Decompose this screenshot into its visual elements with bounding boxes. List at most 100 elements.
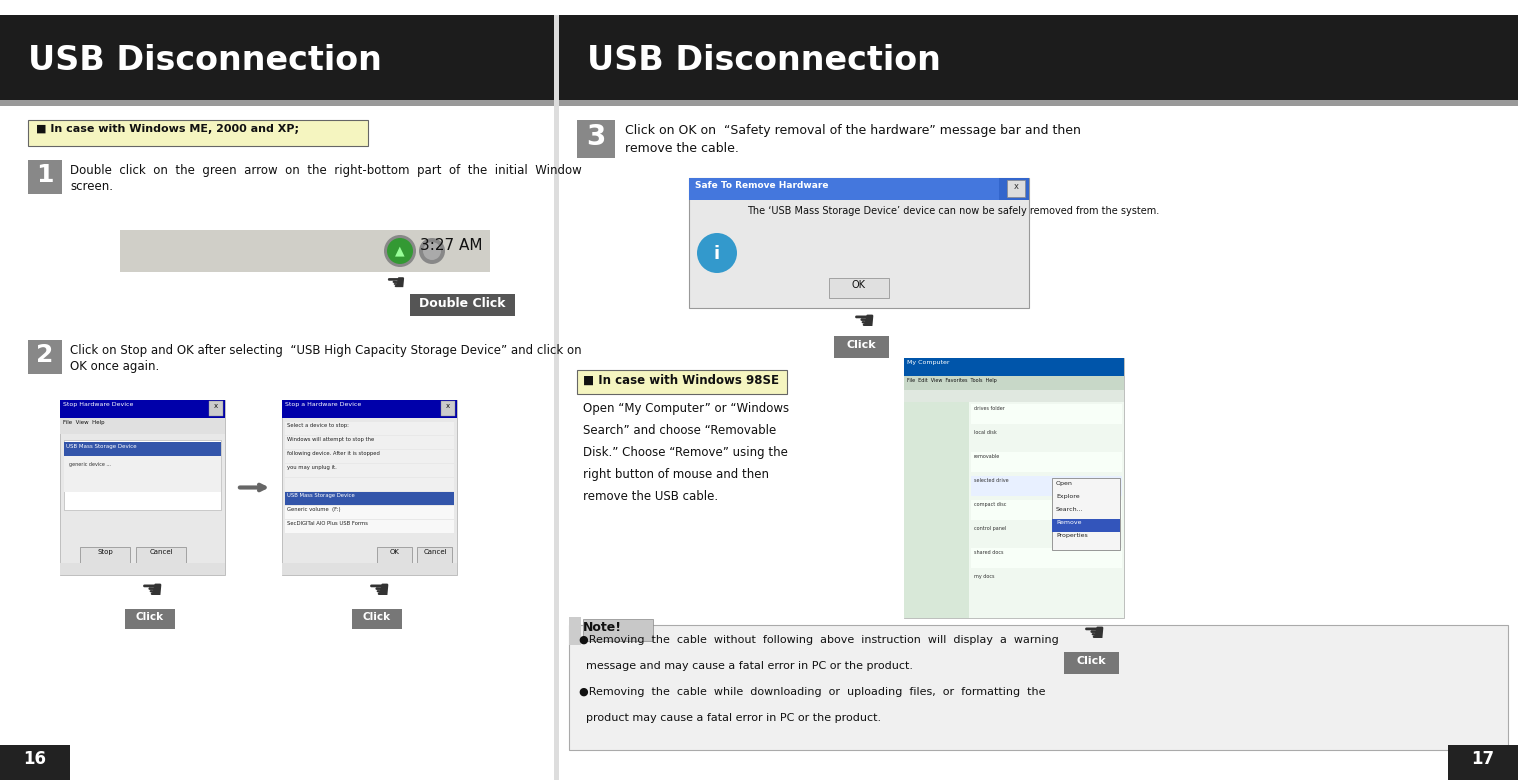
Bar	[285, 492, 454, 505]
Text: 16: 16	[23, 750, 47, 768]
Text: following device. After it is stopped: following device. After it is stopped	[287, 451, 380, 456]
Bar	[829, 278, 890, 298]
Text: 2: 2	[36, 343, 53, 367]
Text: i: i	[713, 245, 720, 263]
Text: product may cause a fatal error in PC or the product.: product may cause a fatal error in PC or…	[578, 713, 880, 723]
Text: generic device ...: generic device ...	[65, 462, 111, 467]
Text: ▲: ▲	[395, 244, 405, 257]
Text: Double Click: Double Click	[419, 297, 505, 310]
Bar	[282, 400, 457, 575]
Bar	[285, 464, 454, 477]
Text: Double  click  on  the  green  arrow  on  the  right-bottom  part  of  the  init: Double click on the green arrow on the r…	[70, 164, 581, 177]
Text: x: x	[214, 403, 219, 409]
Text: x: x	[1014, 182, 1019, 191]
Text: ●Removing  the  cable  while  downloading  or  uploading  files,  or  formatting: ●Removing the cable while downloading or…	[578, 687, 1046, 697]
Bar	[972, 428, 1122, 448]
Text: Disk.” Choose “Remove” using the: Disk.” Choose “Remove” using the	[583, 446, 788, 459]
Text: removable: removable	[975, 454, 1000, 459]
Text: File  Edit  View  Favorites  Tools  Help: File Edit View Favorites Tools Help	[906, 378, 997, 383]
Bar	[583, 619, 653, 641]
Text: Stop: Stop	[97, 549, 112, 555]
Text: ●Removing  the  cable  without  following  above  instruction  will  display  a : ●Removing the cable without following ab…	[578, 635, 1058, 645]
Text: remove the USB cable.: remove the USB cable.	[583, 490, 718, 503]
Bar	[61, 563, 225, 575]
Bar	[285, 520, 454, 533]
Text: File  View  Help: File View Help	[64, 420, 105, 425]
Text: Click: Click	[846, 340, 876, 350]
Bar	[285, 436, 454, 449]
Bar	[352, 609, 401, 629]
Text: USB Disconnection: USB Disconnection	[587, 44, 941, 76]
Text: Open: Open	[1057, 481, 1073, 486]
Text: ☚: ☚	[853, 310, 876, 334]
Bar	[27, 340, 62, 374]
Bar	[64, 456, 222, 468]
Bar	[124, 609, 175, 629]
Text: Open “My Computer” or “Windows: Open “My Computer” or “Windows	[583, 402, 789, 415]
Text: my docs: my docs	[975, 574, 994, 579]
Text: OK: OK	[852, 280, 865, 290]
Text: The ‘USB Mass Storage Device’ device can now be safely removed from the system.: The ‘USB Mass Storage Device’ device can…	[747, 206, 1160, 216]
Text: OK: OK	[390, 549, 399, 555]
Bar	[577, 370, 786, 394]
Bar	[61, 418, 225, 434]
Bar	[285, 492, 454, 505]
Text: ■ In case with Windows ME, 2000 and XP;: ■ In case with Windows ME, 2000 and XP;	[36, 124, 299, 134]
Bar	[285, 450, 454, 463]
Bar	[64, 480, 222, 492]
Text: Generic volume  (F:): Generic volume (F:)	[287, 507, 340, 512]
Bar	[417, 547, 452, 565]
Text: SecDIGITal AIO Plus USB Forms: SecDIGITal AIO Plus USB Forms	[287, 521, 367, 526]
Bar	[61, 400, 225, 418]
Text: Click: Click	[1076, 656, 1105, 666]
Bar	[1052, 478, 1120, 550]
Text: ☚: ☚	[1082, 622, 1105, 646]
Bar	[577, 120, 615, 158]
Text: ■ In case with Windows 98SE: ■ In case with Windows 98SE	[583, 374, 779, 387]
Bar	[972, 452, 1122, 472]
Bar	[1064, 652, 1119, 674]
Text: Properties: Properties	[1057, 533, 1088, 538]
Bar	[1052, 519, 1120, 532]
Text: Stop a Hardware Device: Stop a Hardware Device	[285, 402, 361, 407]
Text: Remove: Remove	[1057, 520, 1081, 525]
Text: Stop Hardware Device: Stop Hardware Device	[64, 402, 134, 407]
Text: Select a device to stop:: Select a device to stop:	[287, 423, 349, 428]
Bar	[972, 572, 1122, 592]
Bar	[972, 500, 1122, 520]
Text: Search” and choose “Removable: Search” and choose “Removable	[583, 424, 776, 437]
Text: Click on Stop and OK after selecting  “USB High Capacity Storage Device” and cli: Click on Stop and OK after selecting “US…	[70, 344, 581, 357]
Circle shape	[384, 235, 416, 267]
Text: OK once again.: OK once again.	[70, 360, 159, 373]
Text: USB Disconnection: USB Disconnection	[27, 44, 383, 76]
Bar	[285, 422, 454, 435]
Bar	[61, 400, 225, 575]
Bar	[80, 547, 131, 565]
Circle shape	[697, 233, 738, 273]
Text: 3:27 AM: 3:27 AM	[419, 238, 483, 253]
Text: remove the cable.: remove the cable.	[625, 142, 739, 155]
Bar	[972, 548, 1122, 568]
Bar	[1006, 180, 1025, 197]
Bar	[968, 402, 1123, 618]
Text: Cancel: Cancel	[424, 549, 446, 555]
Text: local disk: local disk	[975, 430, 997, 435]
Text: x: x	[446, 403, 449, 409]
Text: compact disc: compact disc	[975, 502, 1006, 507]
Text: Windows will attempt to stop the: Windows will attempt to stop the	[287, 437, 375, 442]
Bar	[689, 178, 1029, 308]
Text: Note!: Note!	[583, 621, 622, 634]
Bar	[285, 478, 454, 491]
Bar	[972, 404, 1122, 424]
Bar	[27, 120, 367, 146]
Text: Search...: Search...	[1057, 507, 1084, 512]
Bar	[905, 376, 1123, 390]
Bar	[209, 401, 223, 416]
Bar	[972, 476, 1122, 496]
Circle shape	[419, 238, 445, 264]
Text: right button of mouse and then: right button of mouse and then	[583, 468, 770, 481]
Bar	[137, 547, 187, 565]
Text: USB Mass Storage Device: USB Mass Storage Device	[65, 444, 137, 449]
Bar	[554, 15, 559, 780]
Bar	[0, 0, 1518, 15]
